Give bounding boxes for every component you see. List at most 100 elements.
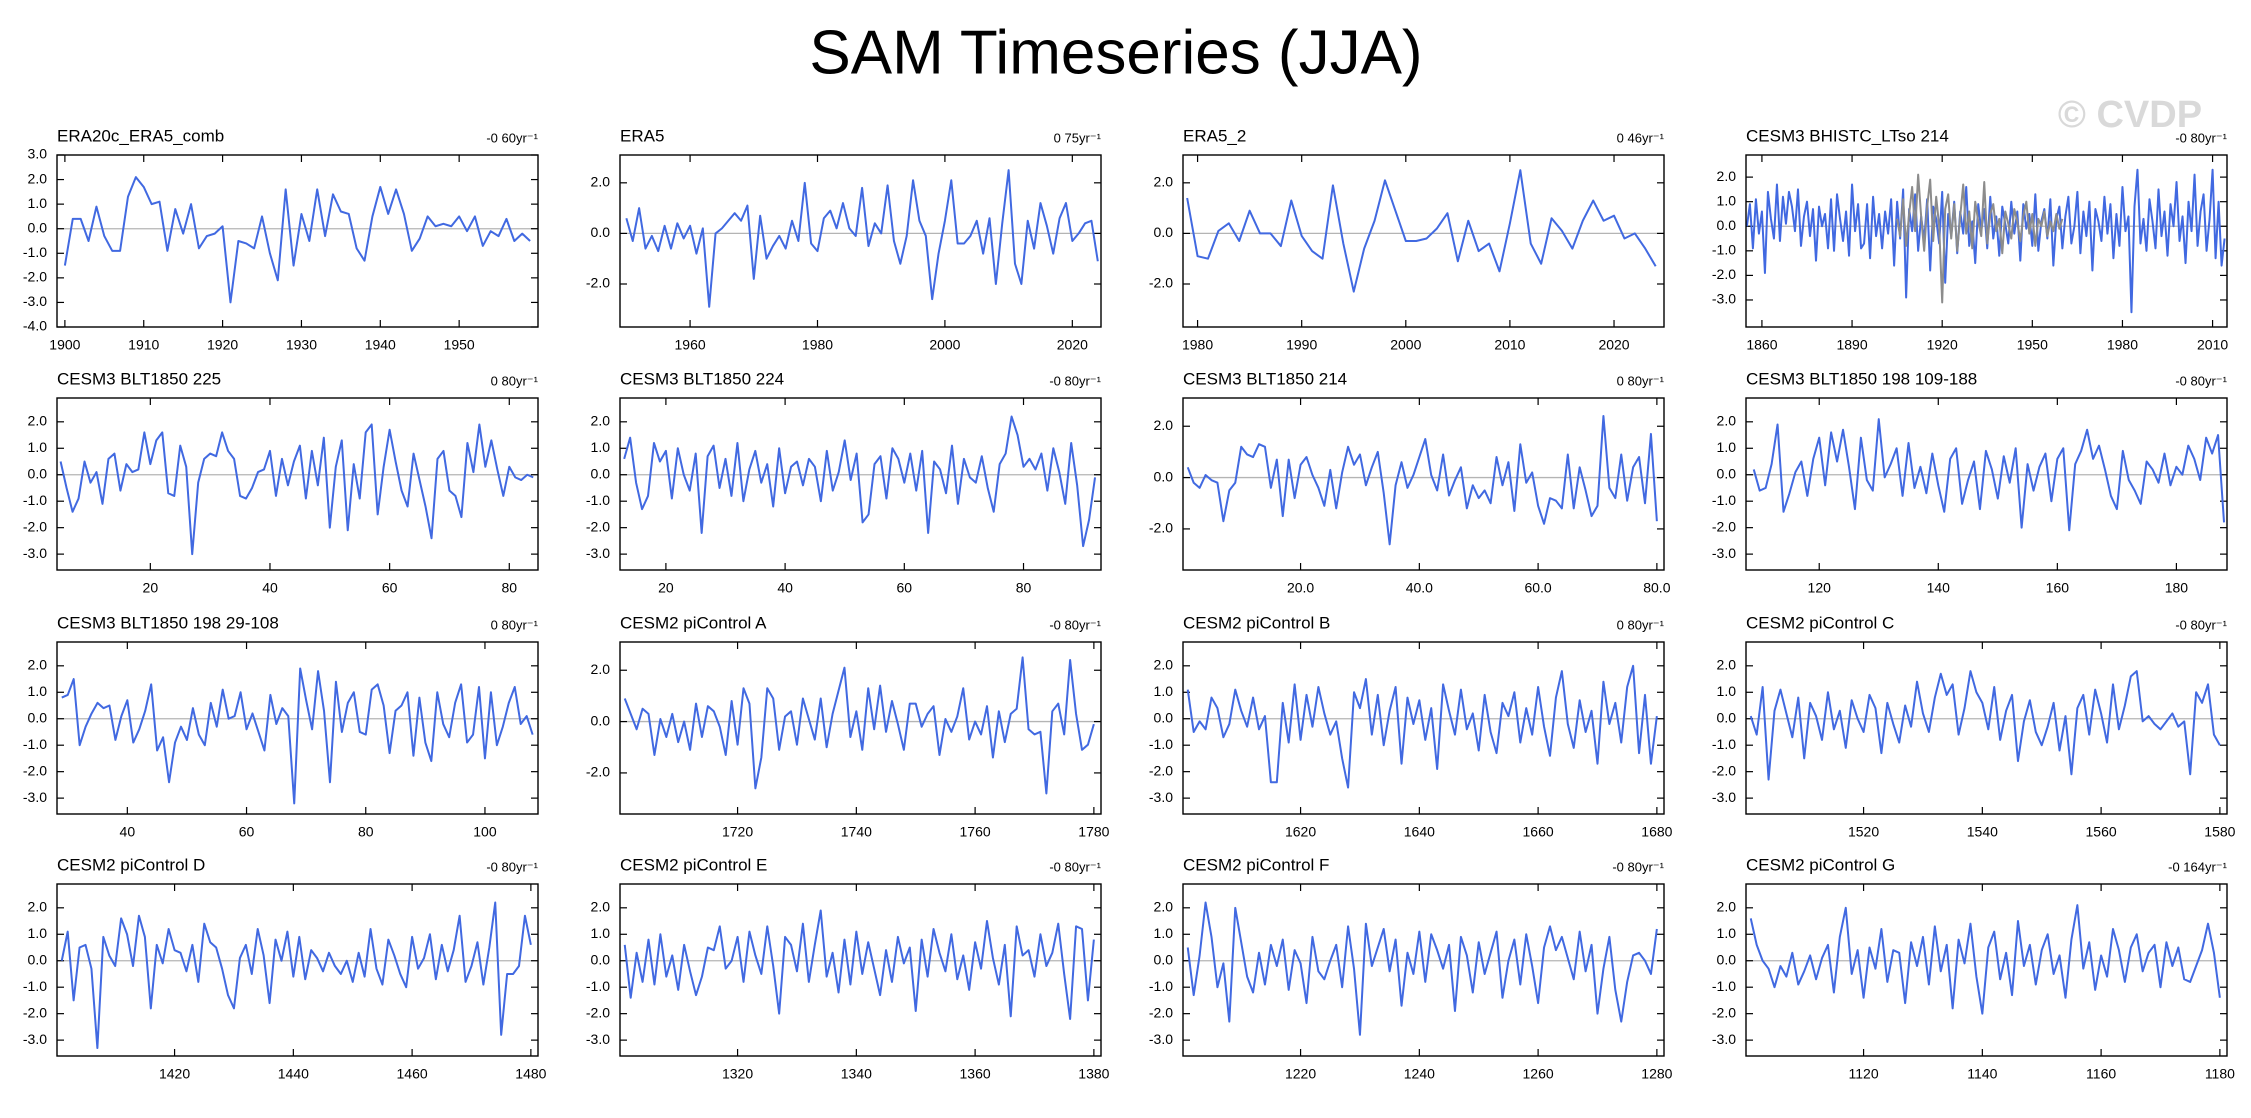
y-tick-label: 0.0 <box>28 709 48 725</box>
y-tick-label: 0.0 <box>591 224 611 240</box>
y-tick-label: 1.0 <box>591 925 611 941</box>
y-tick-label: -2.0 <box>23 1004 47 1020</box>
x-tick-label: 1120 <box>1849 1066 1879 1082</box>
trend-label: -0 80yr⁻¹ <box>1049 373 1101 388</box>
panel-title: CESM2 piControl D <box>57 855 205 874</box>
chart-title: SAM Timeseries (JJA) <box>809 18 1422 87</box>
x-tick-label: 1950 <box>444 337 475 353</box>
panel-title: ERA20c_ERA5_comb <box>57 126 224 145</box>
plot-frame <box>619 641 1102 815</box>
plot-frame <box>56 154 539 328</box>
y-tick-label: 0.0 <box>591 465 611 481</box>
series-line <box>623 415 1097 548</box>
x-tick-label: 1540 <box>1967 824 1998 840</box>
x-tick-label: 40 <box>120 824 136 840</box>
y-tick-label: 1.0 <box>1717 192 1737 208</box>
x-tick-label: 1580 <box>2204 824 2235 840</box>
x-tick-label: 40 <box>777 580 793 596</box>
panel-title: CESM2 piControl C <box>1746 613 1894 632</box>
y-tick-label: -2.0 <box>1149 275 1173 291</box>
x-tick-label: 1160 <box>2086 1066 2116 1082</box>
plot-frame <box>1745 883 2228 1057</box>
y-tick-label: -2.0 <box>586 1004 610 1020</box>
panel-title: CESM2 piControl F <box>1183 855 1329 874</box>
y-tick-label: 2.0 <box>28 170 48 186</box>
y-tick-label: 2.0 <box>1717 168 1737 184</box>
x-tick-label: 60 <box>382 580 398 596</box>
x-tick-label: 1680 <box>1641 824 1672 840</box>
x-tick-label: 40.0 <box>1406 580 1433 596</box>
x-tick-label: 1860 <box>1746 337 1777 353</box>
trend-label: -0 164yr⁻¹ <box>2168 859 2228 874</box>
y-tick-label: -1.0 <box>1712 242 1736 258</box>
series-line <box>59 423 534 556</box>
x-tick-label: 1660 <box>1523 824 1554 840</box>
x-tick-label: 1260 <box>1523 1066 1554 1082</box>
trend-label: 0 80yr⁻¹ <box>1617 373 1665 388</box>
x-tick-label: 1910 <box>128 337 159 353</box>
y-tick-label: 0.0 <box>1154 224 1174 240</box>
x-tick-label: 80 <box>1016 580 1032 596</box>
y-tick-label: -2.0 <box>1712 266 1736 282</box>
x-tick-label: 80 <box>501 580 517 596</box>
plot-frame <box>1745 154 2228 328</box>
x-tick-label: 20 <box>658 580 674 596</box>
y-tick-label: -2.0 <box>1149 520 1173 536</box>
x-tick-label: 1640 <box>1404 824 1435 840</box>
x-tick-label: 1220 <box>1285 1066 1316 1082</box>
y-tick-label: -2.0 <box>1149 762 1173 778</box>
watermark: © CVDP <box>2058 94 2202 136</box>
y-tick-label: -1.0 <box>586 978 610 994</box>
panel-title: CESM2 piControl G <box>1746 855 1895 874</box>
plot-frame <box>56 397 539 571</box>
x-tick-label: 1760 <box>960 824 991 840</box>
trend-label: -0 80yr⁻¹ <box>486 859 538 874</box>
x-tick-label: 1980 <box>1182 337 1213 353</box>
y-tick-label: -2.0 <box>586 764 610 780</box>
panel-title: CESM3 BLT1850 198 109-188 <box>1746 369 1977 388</box>
y-tick-label: -3.0 <box>1712 291 1736 307</box>
y-tick-label: 2.0 <box>1717 413 1737 429</box>
y-tick-label: 0.0 <box>28 219 48 235</box>
y-tick-label: -3.0 <box>1712 1031 1736 1047</box>
y-tick-label: -1.0 <box>23 736 47 752</box>
x-tick-label: 80 <box>358 824 374 840</box>
x-tick-label: 1780 <box>1078 824 1109 840</box>
series-line <box>1896 173 2064 304</box>
plot-frame <box>619 883 1102 1057</box>
plot-frame <box>1182 154 1665 328</box>
x-tick-label: 1460 <box>397 1066 428 1082</box>
x-tick-label: 120 <box>1808 580 1832 596</box>
x-tick-label: 1380 <box>1078 1066 1109 1082</box>
x-tick-label: 20.0 <box>1287 580 1314 596</box>
y-tick-label: 1.0 <box>1717 683 1737 699</box>
x-tick-label: 1980 <box>802 337 833 353</box>
plot-frame <box>1182 397 1665 571</box>
y-tick-label: 1.0 <box>1717 439 1737 455</box>
series-line <box>623 909 1095 1020</box>
x-tick-label: 100 <box>473 824 497 840</box>
y-tick-label: 1.0 <box>28 683 48 699</box>
trend-label: -0 80yr⁻¹ <box>1049 617 1101 632</box>
x-tick-label: 160 <box>2046 580 2070 596</box>
panel-title: CESM2 piControl A <box>620 613 767 632</box>
y-tick-label: 0.0 <box>1717 951 1737 967</box>
x-tick-label: 1320 <box>722 1066 753 1082</box>
y-tick-label: -3.0 <box>23 545 47 561</box>
panel-title: CESM3 BHISTC_LTso 214 <box>1746 126 1949 145</box>
panel-title: ERA5_2 <box>1183 126 1246 145</box>
x-tick-label: 1740 <box>841 824 872 840</box>
trend-label: -0 60yr⁻¹ <box>486 130 538 145</box>
x-tick-label: 1340 <box>841 1066 872 1082</box>
trend-label: -0 80yr⁻¹ <box>2175 130 2227 145</box>
y-tick-label: -2.0 <box>1712 762 1736 778</box>
y-tick-label: -1.0 <box>23 492 47 508</box>
y-tick-label: 1.0 <box>28 439 48 455</box>
trend-label: 0 46yr⁻¹ <box>1617 130 1665 145</box>
plot-frame <box>619 154 1102 328</box>
y-tick-label: -3.0 <box>23 1031 47 1047</box>
trend-label: 0 80yr⁻¹ <box>491 617 539 632</box>
series-line <box>1186 169 1657 293</box>
trend-label: -0 80yr⁻¹ <box>1612 859 1664 874</box>
y-tick-label: -2.0 <box>1712 518 1736 534</box>
